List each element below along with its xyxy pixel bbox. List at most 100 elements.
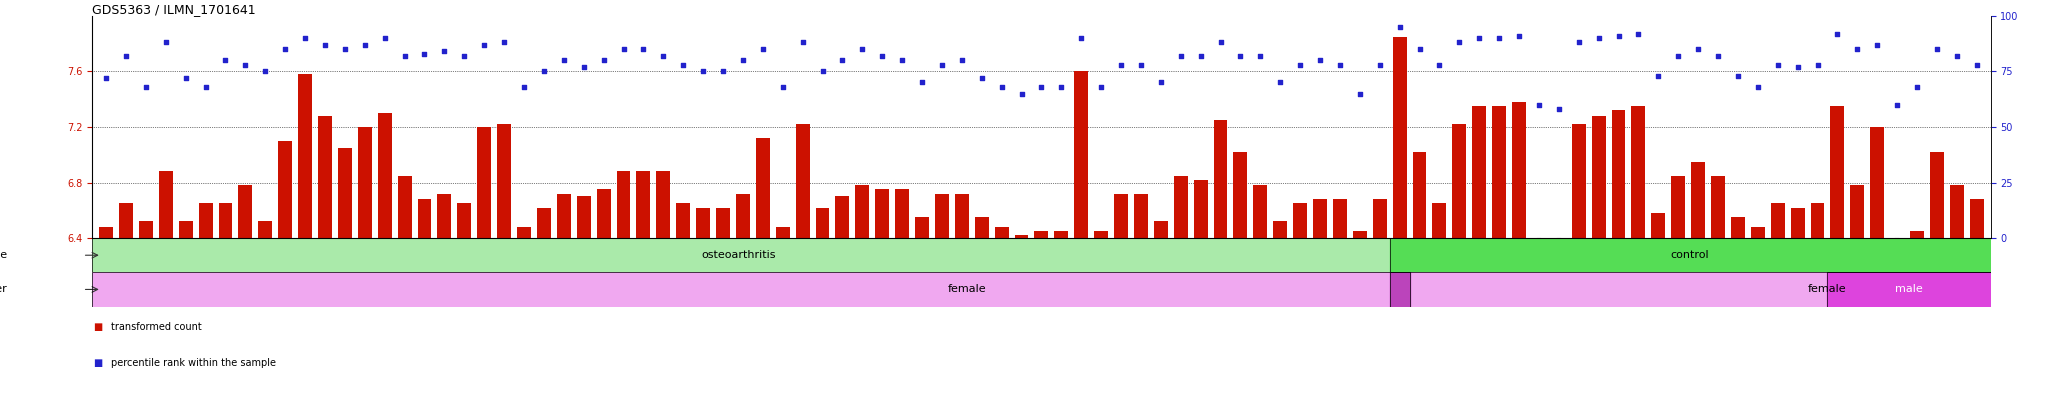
Bar xyxy=(160,171,172,238)
Bar xyxy=(895,189,909,238)
Point xyxy=(1483,35,1516,41)
Bar xyxy=(1632,106,1645,238)
Point xyxy=(487,39,520,46)
Bar xyxy=(1391,272,1409,307)
Point xyxy=(1184,53,1217,59)
Point xyxy=(170,75,203,81)
Bar xyxy=(1214,120,1227,238)
Bar xyxy=(836,196,850,238)
Bar xyxy=(477,127,492,238)
Bar xyxy=(1651,213,1665,238)
Point xyxy=(1782,64,1815,70)
Point xyxy=(1800,61,1833,68)
Point xyxy=(1862,42,1894,48)
Bar xyxy=(954,194,969,238)
Point xyxy=(408,50,440,57)
Bar xyxy=(1174,176,1188,238)
Bar xyxy=(238,185,252,238)
Bar xyxy=(1970,199,1985,238)
Bar xyxy=(1292,203,1307,238)
Bar xyxy=(975,217,989,238)
Bar xyxy=(457,203,471,238)
Bar xyxy=(1354,231,1366,238)
Point xyxy=(1124,61,1157,68)
Bar xyxy=(1751,227,1765,238)
Bar xyxy=(1473,106,1487,238)
Bar xyxy=(1194,180,1208,238)
Point xyxy=(727,57,760,63)
Text: ■: ■ xyxy=(94,358,106,367)
Bar xyxy=(676,203,690,238)
Point xyxy=(1104,61,1137,68)
Bar xyxy=(1790,208,1804,238)
Point xyxy=(668,61,700,68)
Bar xyxy=(1731,217,1745,238)
Bar xyxy=(1153,221,1167,238)
Bar xyxy=(856,185,868,238)
Text: percentile rank within the sample: percentile rank within the sample xyxy=(111,358,276,367)
Point xyxy=(1880,101,1913,108)
Bar xyxy=(1413,152,1427,238)
Bar xyxy=(1890,238,1905,263)
Point xyxy=(1024,84,1057,90)
Bar xyxy=(199,203,213,238)
Point xyxy=(111,53,143,59)
Bar xyxy=(1692,162,1706,238)
Point xyxy=(1423,61,1456,68)
Point xyxy=(588,57,621,63)
Point xyxy=(389,53,422,59)
Bar xyxy=(377,113,391,238)
Bar xyxy=(578,196,590,238)
Bar xyxy=(1849,185,1864,238)
Point xyxy=(250,68,283,74)
Text: transformed count: transformed count xyxy=(111,322,201,332)
Point xyxy=(1642,73,1675,79)
Point xyxy=(289,35,322,41)
Text: gender: gender xyxy=(0,285,6,294)
Bar xyxy=(795,124,809,238)
Bar xyxy=(995,227,1008,238)
Point xyxy=(348,42,381,48)
Point xyxy=(1065,35,1098,41)
Bar xyxy=(1870,127,1884,238)
Bar xyxy=(1827,272,1991,307)
Point xyxy=(1583,35,1616,41)
Point xyxy=(1563,39,1595,46)
Point xyxy=(1243,53,1276,59)
Point xyxy=(508,84,541,90)
Point xyxy=(1343,90,1376,97)
Bar xyxy=(1671,176,1686,238)
Bar xyxy=(1827,272,1991,307)
Point xyxy=(209,57,242,63)
Bar xyxy=(537,208,551,238)
Bar xyxy=(1432,203,1446,238)
Bar xyxy=(279,141,293,238)
Bar xyxy=(1333,199,1348,238)
Point xyxy=(1622,30,1655,37)
Point xyxy=(1085,84,1118,90)
Point xyxy=(1462,35,1495,41)
Point xyxy=(686,68,719,74)
Bar xyxy=(139,221,154,238)
Text: male: male xyxy=(1894,285,1923,294)
Bar xyxy=(438,194,451,238)
Bar xyxy=(299,74,311,238)
Bar xyxy=(1612,110,1626,238)
Point xyxy=(1841,46,1874,52)
Point xyxy=(1702,53,1735,59)
Point xyxy=(1444,39,1477,46)
Point xyxy=(1821,30,1853,37)
Bar xyxy=(1929,152,1944,238)
Bar xyxy=(1274,221,1288,238)
Point xyxy=(1006,90,1038,97)
Bar xyxy=(1135,194,1147,238)
Point xyxy=(467,42,500,48)
Bar xyxy=(1114,194,1128,238)
Bar xyxy=(1710,176,1724,238)
Point xyxy=(1165,53,1198,59)
Point xyxy=(188,84,221,90)
Point xyxy=(328,46,360,52)
Bar xyxy=(1452,124,1466,238)
Bar xyxy=(776,227,791,238)
Bar xyxy=(1493,106,1505,238)
